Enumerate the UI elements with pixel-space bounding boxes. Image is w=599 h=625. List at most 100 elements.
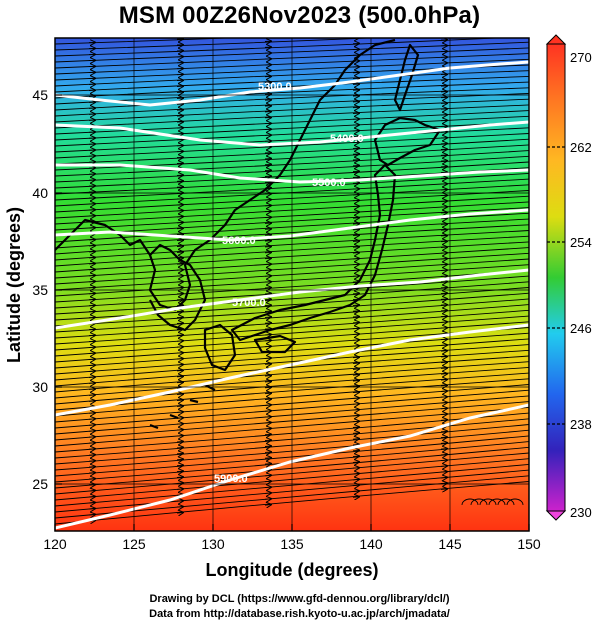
colorbar-tick-label: 270 <box>570 50 592 65</box>
streamline-arrow <box>352 404 359 405</box>
streamline-arrow <box>352 375 359 376</box>
streamline-arrow <box>264 452 271 453</box>
x-tick-label: 140 <box>359 536 383 552</box>
streamline-arrow <box>352 474 359 475</box>
streamline-arrow <box>440 420 447 421</box>
contour-label-5900: 5900.0 <box>214 473 248 485</box>
streamline-arrow <box>176 394 183 395</box>
contour-label-5400: 5400.0 <box>330 133 364 145</box>
streamline-arrow <box>264 423 271 424</box>
streamline-arrow <box>264 493 271 494</box>
streamline-arrow <box>352 433 359 434</box>
streamline-arrow <box>88 419 95 420</box>
x-tick-label: 120 <box>43 536 67 552</box>
contour-label-5300: 5300.0 <box>258 81 292 93</box>
colorbar-tick-label: 230 <box>570 505 592 520</box>
streamline-arrow <box>440 333 447 334</box>
streamline-arrow <box>264 446 271 447</box>
streamline-arrow <box>176 453 183 454</box>
streamline-arrow <box>176 418 183 419</box>
streamline-arrow <box>88 347 95 348</box>
credit-drawing: Drawing by DCL (https://www.gfd-dennou.o… <box>149 593 450 605</box>
colorbar-tick-label: 262 <box>570 140 592 155</box>
contour-5700 <box>55 268 529 330</box>
streamline-arrow <box>440 380 447 381</box>
streamline-arrow <box>176 501 183 502</box>
contour-5300 <box>55 60 529 107</box>
streamline-arrow <box>88 467 95 468</box>
streamline-arrow <box>352 421 359 422</box>
streamline-arrow <box>88 443 95 444</box>
colorbar-bottom-arrow <box>545 510 567 521</box>
x-tick-label: 125 <box>122 536 146 552</box>
streamline-arrow <box>176 442 183 443</box>
contour-label-5700: 5700.0 <box>232 297 266 309</box>
axis-ticks <box>54 94 530 531</box>
streamline-arrow <box>176 430 183 431</box>
streamline-arrow <box>88 425 95 426</box>
streamline-arrow <box>88 497 95 498</box>
y-tick-label: 25 <box>32 476 48 492</box>
streamline-arrow <box>88 395 95 396</box>
streamline-arrow <box>176 459 183 460</box>
streamline-arrow <box>264 387 271 388</box>
streamline-arrow <box>352 439 359 440</box>
streamline-arrow <box>352 369 359 370</box>
y-tick-label: 45 <box>32 87 48 103</box>
streamline-arrow <box>176 447 183 448</box>
colorbar-tick-label: 254 <box>570 235 592 250</box>
y-axis-label: Latitude (degrees) <box>4 207 24 363</box>
streamline-arrow <box>440 293 447 294</box>
hokkaido-coastline <box>373 116 442 167</box>
streamline-arrow <box>352 450 359 451</box>
streamline-arrow <box>176 412 183 413</box>
streamline-arrow <box>352 427 359 428</box>
contour-5500 <box>55 163 529 184</box>
streamline-arrow <box>176 365 183 366</box>
streamline-arrow <box>352 468 359 469</box>
streamline-eddy <box>506 498 524 506</box>
x-tick-label: 135 <box>280 536 304 552</box>
streamline-arrow <box>264 428 271 429</box>
streamline-arrow <box>176 471 183 472</box>
streamline-arrow <box>264 376 271 377</box>
contour-5400 <box>55 120 529 147</box>
colorbar-scale <box>546 43 566 512</box>
credit-data: Data from http://database.rish.kyoto-u.a… <box>149 608 450 620</box>
streamline-eddy <box>497 498 515 506</box>
colorbar-tick-label: 246 <box>570 321 592 336</box>
streamline-eddy <box>470 498 488 506</box>
streamline-arrow <box>352 334 359 335</box>
streamline-arrow <box>88 449 95 450</box>
streamline-arrow <box>352 497 359 498</box>
streamline-arrow <box>264 317 271 318</box>
streamline-arrow <box>440 443 447 444</box>
colorbar: 270 262 254 246 238 230 <box>545 34 592 521</box>
streamline-arrow <box>440 362 447 363</box>
streamline-arrow <box>440 483 447 484</box>
streamline-arrow <box>176 507 183 508</box>
continent-coastline <box>55 38 396 312</box>
streamline-arrow <box>352 328 359 329</box>
streamline-arrow <box>176 489 183 490</box>
streamline-arrow <box>440 374 447 375</box>
streamline-arrow <box>176 465 183 466</box>
contour-label-5600: 5600.0 <box>222 235 256 247</box>
streamline-arrow <box>352 445 359 446</box>
streamline-arrow <box>264 458 271 459</box>
streamline-arrow <box>440 477 447 478</box>
streamline-arrow <box>264 335 271 336</box>
streamline-arrow <box>440 449 447 450</box>
streamline-arrow <box>352 491 359 492</box>
streamline-arrow <box>176 436 183 437</box>
streamline-arrow <box>264 481 271 482</box>
streamline-arrow <box>352 456 359 457</box>
streamline-arrow <box>176 424 183 425</box>
streamline-arrow <box>352 462 359 463</box>
streamline-arrow <box>176 483 183 484</box>
kyushu-coastline <box>203 323 237 372</box>
streamline-arrow <box>264 499 271 500</box>
streamline-arrow <box>264 405 271 406</box>
x-tick-label: 145 <box>438 536 462 552</box>
